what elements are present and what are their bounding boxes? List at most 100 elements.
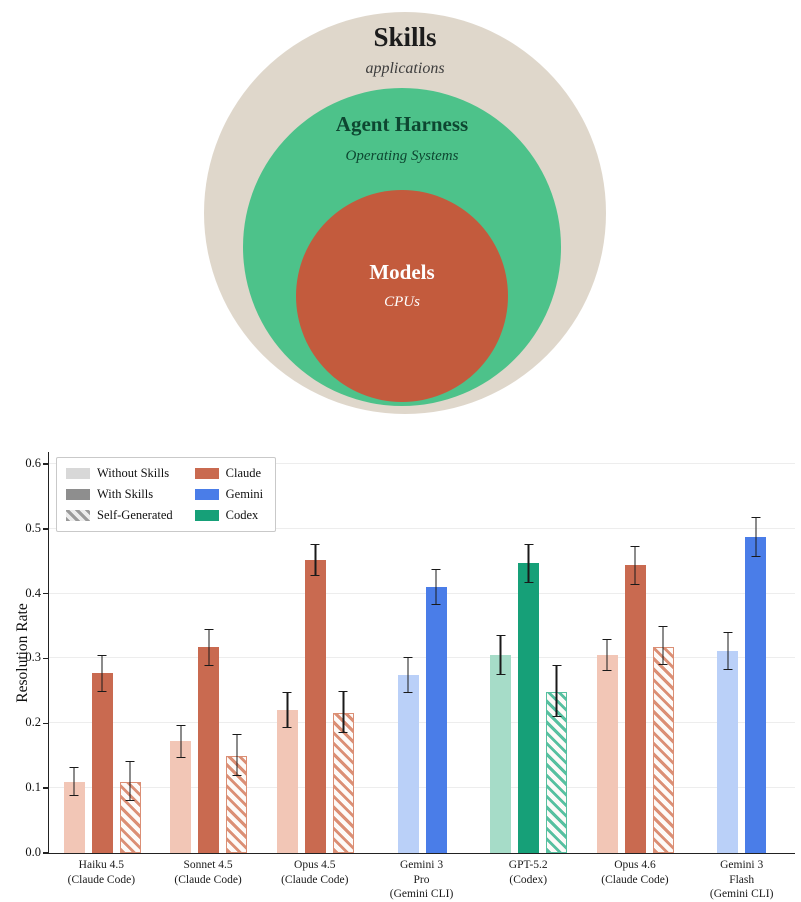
error-bar [125, 760, 135, 801]
bar-gemini-with [425, 569, 447, 853]
agent-harness-title: Agent Harness [335, 112, 469, 136]
x-tick-label-line: Gemini 3 [720, 859, 764, 871]
legend-gemini: Gemini [194, 487, 264, 502]
bar-group [369, 569, 476, 853]
error-bar [97, 654, 107, 693]
gridline [49, 787, 795, 789]
y-tick-label: 0.1 [25, 780, 41, 795]
error-bar [232, 734, 242, 776]
bar-group [582, 545, 689, 853]
x-tick-label-line: (Gemini CLI) [389, 888, 454, 901]
x-tick-label-line: GPT-5.2 [508, 859, 548, 871]
error-bar [338, 690, 348, 734]
skills-subtitle: applications [365, 60, 445, 77]
x-tick-label-line: (Claude Code) [601, 873, 669, 886]
error-bar [630, 545, 640, 585]
x-tick-label: Sonnet 4.5 (Claude Code) [155, 858, 262, 902]
gridline [49, 462, 795, 464]
error-bar [496, 635, 506, 676]
x-tick-label-line: (Codex) [509, 873, 548, 886]
error-bar [602, 639, 612, 672]
resolution-rate-bar-chart: Resolution Rate Without Skills Claude With… [0, 450, 801, 900]
error-bar [751, 517, 761, 558]
error-bar [524, 543, 534, 583]
y-tick-label: 0.6 [25, 455, 41, 470]
bar-claude-without [63, 767, 85, 853]
skills-title: Skills [373, 22, 437, 52]
models-title: Models [369, 260, 435, 284]
legend-with-swatch [66, 489, 90, 500]
error-bar [282, 691, 292, 728]
x-tick-label-line: Gemini 3 [399, 859, 444, 871]
legend-without: Without Skills [66, 466, 173, 481]
models-subtitle: CPUs [384, 294, 420, 310]
bar-claude-with [91, 654, 113, 853]
bar-claude-with [198, 629, 220, 853]
x-tick-label: Haiku 4.5 (Claude Code) [48, 858, 155, 902]
bar-gemini-without [717, 631, 739, 853]
legend-without-label: Without Skills [97, 466, 170, 480]
error-bar [176, 725, 186, 758]
x-tick-label-line: Pro [413, 873, 430, 886]
y-tick-label: 0.0 [25, 845, 41, 859]
y-tick-mark [43, 592, 49, 595]
legend-with: With Skills [66, 487, 173, 502]
x-tick-label-line: Flash [729, 873, 755, 886]
legend-without-swatch [66, 468, 90, 479]
bar-groups [49, 452, 795, 853]
bar-claude-without [276, 691, 298, 853]
error-bar [723, 631, 733, 670]
bar-codex-self [546, 664, 568, 853]
legend-gemini-swatch [194, 489, 219, 500]
gridline [49, 722, 795, 724]
y-tick-mark [43, 852, 49, 854]
bar-claude-self [119, 760, 141, 853]
bar-claude-self [226, 734, 248, 853]
error-bar [204, 629, 214, 666]
x-axis-labels: Haiku 4.5 (Claude Code) Sonnet 4.5 (Claude … [48, 858, 795, 902]
gridline [49, 657, 795, 659]
x-tick-label-line: (Claude Code) [281, 873, 349, 886]
x-tick-label: GPT-5.2 (Codex) [475, 858, 582, 902]
y-tick-label: 0.2 [25, 715, 41, 730]
error-bar [552, 664, 562, 717]
gridline [49, 592, 795, 594]
chart-legend: Without Skills Claude With Skills Gemini Sel… [56, 457, 277, 532]
x-tick-label-line: Haiku 4.5 [78, 859, 125, 871]
error-bar [403, 656, 413, 693]
bar-gemini-without [397, 656, 419, 853]
y-tick-mark [43, 528, 49, 530]
gridline [49, 527, 795, 529]
bar-codex-with [518, 543, 540, 853]
legend-codex-label: Codex [225, 508, 259, 522]
bar-claude-self [332, 690, 354, 853]
x-tick-label: Opus 4.6 (Claude Code) [582, 858, 689, 902]
bar-claude-without [170, 725, 192, 853]
nested-circles-diagram: Skills applications Agent Harness Operat… [0, 0, 801, 438]
legend-self: Self-Generated [66, 508, 173, 523]
error-bar [431, 569, 441, 606]
models-circle: Models CPUs [296, 190, 508, 402]
x-tick-label: Gemini 3 Pro (Gemini CLI) [368, 858, 475, 902]
y-tick-mark [43, 722, 49, 725]
y-tick-label: 0.4 [25, 585, 41, 600]
legend-gemini-label: Gemini [225, 487, 264, 501]
bar-codex-without [490, 635, 512, 853]
x-tick-label-line: Opus 4.6 [614, 859, 656, 871]
x-tick-label-line: Sonnet 4.5 [183, 859, 233, 871]
y-tick-mark [43, 787, 49, 789]
y-tick-mark [43, 657, 49, 660]
x-tick-label-line: (Gemini CLI) [709, 888, 774, 901]
legend-with-label: With Skills [97, 487, 154, 501]
y-tick-mark [43, 463, 49, 465]
error-bar [310, 544, 320, 576]
legend-codex: Codex [194, 508, 264, 523]
bar-group [475, 543, 582, 853]
bar-gemini-with [745, 517, 767, 853]
x-tick-label-line: Opus 4.5 [294, 859, 336, 871]
bar-group [156, 629, 263, 853]
legend-claude-swatch [194, 468, 219, 479]
bar-group [688, 517, 795, 853]
plot-area: Without Skills Claude With Skills Gemini Sel… [25, 452, 795, 859]
legend-claude: Claude [194, 466, 264, 481]
